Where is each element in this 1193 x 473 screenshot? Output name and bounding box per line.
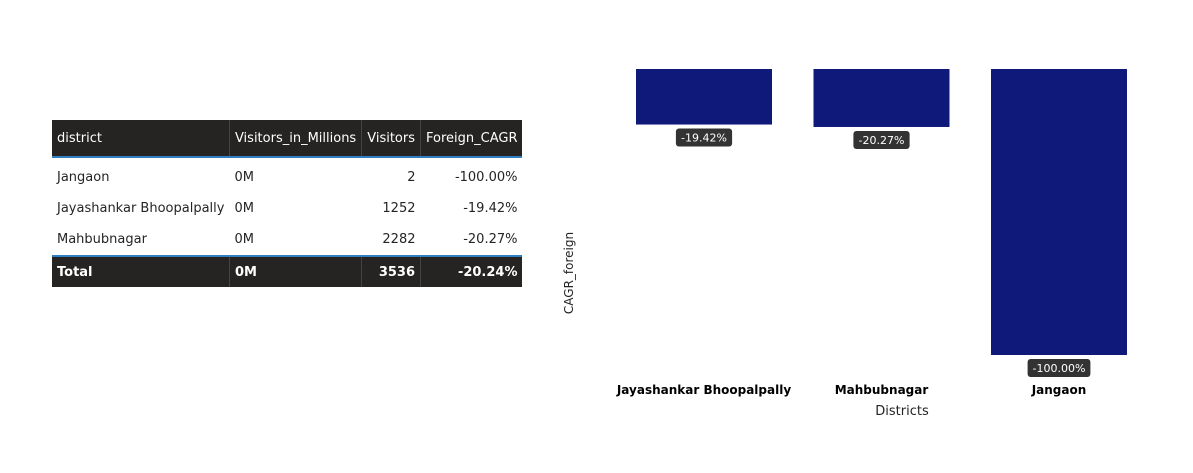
- data-label: -100.00%: [1027, 359, 1091, 377]
- total-visitors: 3536: [361, 255, 421, 287]
- header-district[interactable]: district: [52, 120, 230, 158]
- data-label-background: [675, 128, 733, 147]
- bar[interactable]: [636, 69, 772, 125]
- data-label: -20.27%: [853, 130, 910, 149]
- cell-district: Jangaon: [57, 170, 110, 185]
- total-visitors-in-millions: 0M: [228, 255, 362, 287]
- data-label-text: -19.42%: [681, 132, 727, 145]
- total-foreign-cagr: -20.24%: [420, 255, 523, 287]
- district-table: district Visitors_in_Millions Visitors F…: [52, 120, 523, 287]
- table: district Visitors_in_Millions Visitors F…: [52, 120, 523, 287]
- cell-foreign-cagr: -20.27%: [463, 232, 518, 247]
- cell-visitors: 2: [407, 170, 416, 185]
- cell-district: Jayashankar Bhoopalpally: [57, 201, 225, 216]
- data-label-background: [853, 130, 910, 149]
- data-label: -19.42%: [675, 128, 733, 147]
- table-header-row: district Visitors_in_Millions Visitors F…: [52, 120, 523, 158]
- cell-foreign-cagr: -100.00%: [454, 170, 518, 185]
- table-row[interactable]: Mahbubnagar 0M 2282 -20.27%: [52, 224, 522, 256]
- cell-visitors-in-millions: 0M: [234, 232, 254, 247]
- cell-foreign-cagr: -19.42%: [463, 201, 518, 216]
- table-total-row: Total 0M 3536 -20.24%: [52, 255, 523, 287]
- header-visitors-in-millions[interactable]: Visitors_in_Millions: [228, 120, 362, 158]
- cell-district: Mahbubnagar: [57, 232, 147, 247]
- y-axis-label: CAGR_foreign: [562, 232, 576, 314]
- bar[interactable]: [991, 69, 1127, 355]
- cell-visitors-in-millions: 0M: [234, 201, 254, 216]
- header-visitors[interactable]: Visitors: [361, 120, 421, 158]
- cell-visitors: 2282: [382, 232, 416, 247]
- category-label: Jayashankar Bhoopalpally: [616, 383, 792, 397]
- bar[interactable]: [813, 69, 950, 127]
- cell-visitors-in-millions: 0M: [234, 170, 254, 185]
- data-label-text: -20.27%: [859, 134, 905, 147]
- data-label-text: -100.00%: [1033, 362, 1086, 375]
- x-axis-label: Districts: [875, 404, 929, 419]
- total-label: Total: [52, 255, 230, 287]
- header-foreign-cagr[interactable]: Foreign_CAGR: [420, 120, 523, 158]
- category-label: Jangaon: [1031, 383, 1087, 397]
- cell-visitors: 1252: [382, 201, 416, 216]
- cagr-bar-chart: CAGR_foreign -19.42% Jayashankar Bhoopalp…: [550, 50, 1170, 430]
- table-row[interactable]: Jangaon 0M 2 -100.00%: [52, 157, 522, 193]
- bars-group: -19.42% Jayashankar Bhoopalpally -20.27% Ma…: [616, 69, 1127, 397]
- category-label: Mahbubnagar: [835, 383, 929, 397]
- data-label-background: [1027, 359, 1091, 377]
- chart-svg: CAGR_foreign -19.42% Jayashankar Bhoopalp…: [562, 69, 1127, 419]
- table-row[interactable]: Jayashankar Bhoopalpally 0M 1252 -19.42%: [52, 193, 522, 224]
